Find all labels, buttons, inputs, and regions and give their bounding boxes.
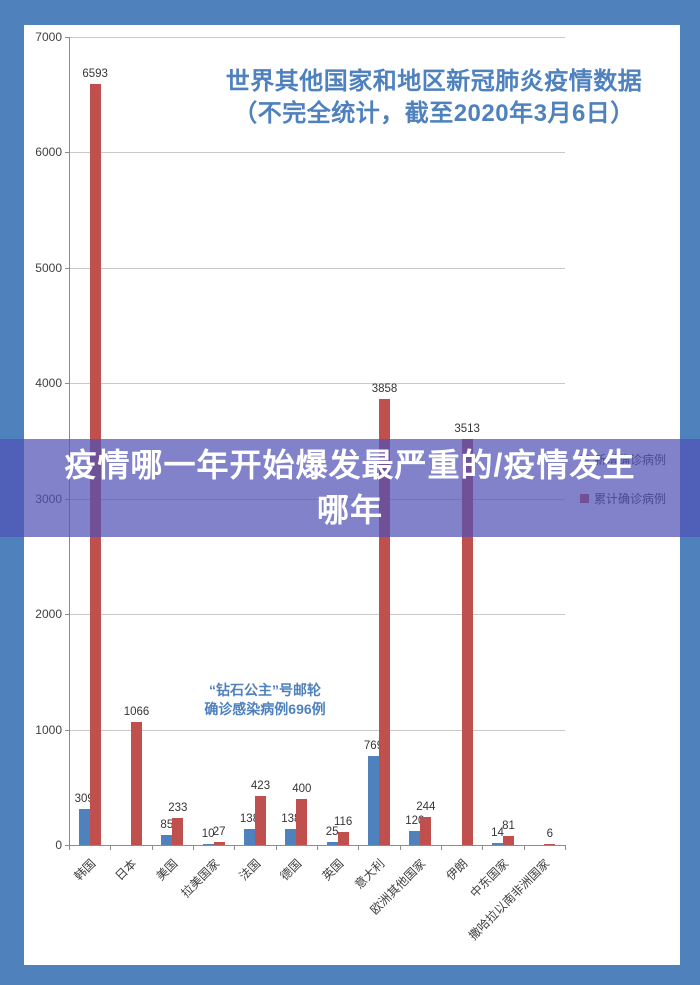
bar-value-label: 3858: [371, 383, 398, 396]
y-axis-tick: [65, 729, 69, 731]
bar-累计确诊病例: [255, 796, 266, 845]
y-axis-label: 7000: [35, 29, 62, 44]
bar-value-label: 27: [212, 825, 226, 838]
annotation-line2: 确诊感染病例696例: [204, 701, 326, 717]
bar-累计确诊病例: [544, 844, 556, 845]
bar-value-label: 116: [333, 815, 353, 828]
x-axis-tick: [565, 845, 566, 850]
bar-value-label: 10: [201, 827, 215, 840]
chart-title-line2: （不完全统计，截至2020年3月6日）: [233, 100, 635, 127]
y-axis-tick: [65, 614, 69, 615]
bar-新增确诊病例: [285, 829, 297, 845]
bar-新增确诊病例: [78, 809, 90, 845]
bar-value-label: 14: [491, 827, 504, 840]
bar-累计确诊病例: [131, 721, 142, 845]
bar-累计确诊病例: [503, 835, 514, 845]
bar-新增确诊病例: [368, 756, 379, 845]
y-axis-tick: [65, 36, 69, 38]
bar-value-label: 138: [239, 813, 260, 826]
bar-新增确诊病例: [326, 842, 338, 845]
x-axis-tick: [523, 845, 525, 850]
y-axis-label: 5000: [35, 260, 62, 275]
bar-新增确诊病例: [409, 831, 421, 845]
bar-value-label: 423: [250, 780, 271, 793]
bar-value-label: 244: [416, 800, 436, 813]
bar-value-label: 85: [160, 819, 174, 832]
x-axis-tick: [151, 845, 153, 850]
y-axis-label: 4000: [35, 376, 62, 390]
bar-value-label: 1066: [123, 705, 150, 718]
x-axis-tick: [399, 845, 401, 850]
y-axis-label: 2000: [35, 607, 62, 621]
bar-累计确诊病例: [337, 831, 349, 845]
x-axis-tick: [234, 845, 236, 850]
chart-title-line1: 世界其他国家和地区新冠肺炎疫情数据: [225, 68, 643, 95]
gridline: [69, 383, 565, 384]
gridline: [69, 36, 565, 38]
gridline: [69, 614, 565, 615]
overlay-banner-line2: 哪年: [316, 492, 383, 528]
gridline: [69, 152, 565, 153]
bar-新增确诊病例: [161, 835, 173, 845]
chart-title: 世界其他国家和地区新冠肺炎疫情数据 （不完全统计，截至2020年3月6日）: [174, 66, 694, 130]
x-axis-tick: [441, 845, 442, 850]
y-axis-label: 6000: [35, 145, 62, 159]
bar-value-label: 6593: [82, 67, 108, 80]
bar-value-label: 769: [363, 740, 384, 753]
x-axis-tick: [358, 845, 360, 850]
y-axis-label: 0: [55, 838, 62, 852]
bar-value-label: 138: [281, 813, 301, 826]
x-axis-tick: [275, 845, 277, 850]
bar-新增确诊病例: [202, 843, 214, 845]
y-axis-tick: [65, 845, 69, 846]
bar-value-label: 309: [74, 793, 94, 806]
bar-value-label: 120: [405, 815, 425, 828]
bar-value-label: 3513: [454, 423, 480, 436]
x-axis-tick: [317, 845, 318, 850]
bar-累计确诊病例: [461, 439, 473, 845]
bar-新增确诊病例: [244, 829, 255, 845]
overlay-banner-line1: 疫情哪一年开始爆发最严重的/疫情发生: [64, 447, 636, 483]
y-axis-label: 1000: [35, 722, 62, 737]
overlay-banner: 疫情哪一年开始爆发最严重的/疫情发生 哪年: [0, 439, 700, 537]
bar-value-label: 233: [168, 802, 188, 815]
gridline: [69, 267, 565, 269]
y-axis-tick: [65, 267, 69, 269]
gridline: [69, 729, 565, 731]
diamond-princess-annotation: “钻石公主”号邮轮 确诊感染病例696例: [160, 681, 370, 719]
bar-累计确诊病例: [213, 841, 225, 845]
annotation-line1: “钻石公主”号邮轮: [209, 682, 321, 698]
bar-新增确诊病例: [492, 843, 503, 845]
x-axis-tick: [69, 845, 70, 850]
x-axis-tick: [110, 845, 112, 850]
bar-value-label: 25: [325, 826, 339, 839]
y-axis-tick: [65, 383, 69, 384]
y-axis-tick: [65, 152, 69, 153]
bar-value-label: 6: [546, 828, 554, 840]
x-axis-tick: [482, 845, 484, 850]
bar-累计确诊病例: [379, 399, 390, 845]
bar-value-label: 400: [292, 782, 312, 795]
bar-累计确诊病例: [420, 816, 432, 845]
bar-累计确诊病例: [172, 818, 184, 845]
bar-累计确诊病例: [296, 798, 308, 845]
bar-value-label: 81: [502, 819, 515, 832]
x-axis-tick: [193, 845, 194, 850]
